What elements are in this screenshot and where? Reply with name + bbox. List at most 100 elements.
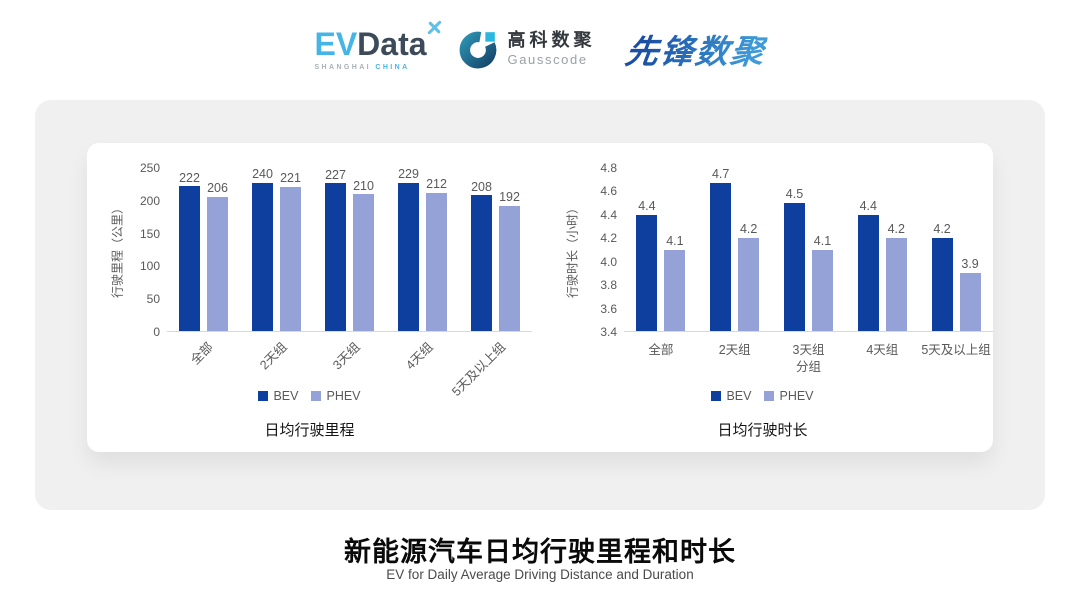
bar-column: 229 [398, 168, 419, 331]
bar-value-label: 4.2 [933, 222, 951, 237]
bar-phev [664, 249, 686, 331]
bar-phev [738, 237, 760, 331]
bar-bev [857, 214, 879, 331]
bar-column: 192 [499, 168, 520, 331]
y-axis-title-column: 行驶里程（公里） [105, 143, 129, 333]
x-tick-label: 2天组 [256, 339, 290, 373]
evdata-sub-shanghai: SHANGHAI [314, 63, 372, 71]
bar-phev [426, 192, 447, 331]
sparkle-icon [427, 20, 441, 34]
bar-value-label: 227 [325, 167, 346, 182]
evdata-logo: EV Data SHANGHAI CHINA [314, 20, 441, 71]
x-tick-label: 5天及以上组 [921, 343, 991, 357]
y-tick-label: 0 [153, 325, 160, 339]
bar-bev [398, 182, 419, 331]
x-axis-labels: 全部 2天组 3天组 4天组 5天及以上组 [167, 333, 532, 399]
bar-bev [710, 182, 732, 331]
x-tick-slot: 4天组 [845, 339, 919, 357]
bar-value-label: 212 [426, 177, 447, 192]
evdata-subtext: SHANGHAI CHINA [314, 64, 426, 71]
legend-item-phev: PHEV [764, 389, 814, 403]
bar-value-label: 229 [398, 167, 419, 181]
x-tick-slot: 2天组 [240, 333, 313, 387]
chart-panel: 行驶里程（公里） 0 50 100 150 200 250 222 206 240 221 227… [35, 100, 1045, 510]
bar-value-label: 4.4 [859, 199, 877, 214]
bar-column: 212 [426, 168, 447, 331]
bar-value-label: 4.1 [813, 234, 832, 248]
y-tick-label: 4.8 [600, 161, 617, 175]
bar-value-label: 4.5 [785, 187, 804, 202]
evdata-ev-text: EV [314, 25, 358, 62]
bar-bev [252, 182, 273, 331]
bar-value-label: 210 [353, 178, 374, 193]
y-tick-label: 250 [139, 161, 160, 175]
evdata-data-text: Data [357, 25, 427, 62]
bar-column: 227 [325, 168, 346, 331]
legend-item-bev: BEV [258, 389, 298, 403]
y-tick-label: 3.4 [600, 325, 617, 339]
gausscode-en-name: Gausscode [507, 51, 588, 67]
bar-value-label: 4.7 [711, 167, 730, 181]
bar-column: 4.2 [885, 168, 907, 331]
legend-swatch-icon [711, 391, 722, 401]
bar-column: 3.9 [959, 168, 981, 331]
bar-group: 229 212 [386, 168, 459, 331]
bar-column: 222 [179, 168, 200, 331]
legend: BEV PHEV [532, 389, 993, 403]
bar-value-label: 4.1 [666, 234, 684, 248]
bar-column: 4.7 [710, 167, 732, 331]
chart-card: 行驶里程（公里） 0 50 100 150 200 250 222 206 240 221 227… [87, 143, 993, 452]
x-tick-slot: 3天组 [313, 333, 386, 387]
x-tick-label: 全部 [648, 343, 674, 357]
main-title: 新能源汽车日均行驶里程和时长 [344, 537, 736, 567]
y-tick-label: 4.0 [600, 254, 617, 269]
y-tick-label: 100 [139, 259, 160, 274]
bar-phev [885, 237, 907, 331]
main-subtitle: EV for Daily Average Driving Distance an… [386, 567, 694, 582]
x-tick-label: 3天组 [792, 343, 825, 357]
bar-value-label: 4.4 [638, 199, 656, 214]
bar-group: 240 221 [240, 168, 313, 331]
bar-column: 221 [280, 168, 301, 331]
y-tick-label: 4.2 [600, 231, 617, 246]
x-tick-slot: 3天组 [772, 339, 846, 357]
bar-group: 227 210 [313, 168, 386, 331]
x-tick-slot: 2天组 [698, 339, 772, 357]
y-tick-label: 3.6 [600, 301, 617, 316]
legend-swatch-icon [258, 391, 269, 401]
evdata-sub-china: CHINA [375, 63, 410, 71]
bar-column: 4.4 [857, 168, 879, 331]
gausscode-cn-name: 高科数聚 [507, 30, 596, 51]
bar-column: 4.2 [931, 168, 953, 331]
bar-value-label: 208 [471, 179, 492, 194]
legend-label: BEV [273, 389, 299, 403]
y-tick-label: 3.8 [600, 278, 617, 293]
evdata-wordmark: EV Data [314, 20, 441, 62]
bar-phev [811, 249, 833, 331]
bar-column: 240 [252, 168, 273, 331]
x-tick-label: 全部 [188, 339, 217, 368]
bar-value-label: 222 [179, 170, 200, 185]
bar-group: 222 206 [167, 168, 240, 331]
y-axis-title: 行驶里程（公里） [110, 201, 125, 299]
x-tick-slot: 全部 [624, 339, 698, 357]
chart-daily-duration: 行驶时长（小时） 3.4 3.6 3.8 4.0 4.2 4.4 4.6 4.8 4.4 4.1… [532, 143, 993, 452]
bar-value-label: 3.9 [961, 257, 979, 272]
bar-group: 4.2 3.9 [919, 168, 993, 331]
bar-bev [471, 195, 492, 331]
bar-group: 4.4 4.2 [845, 168, 919, 331]
bar-column: 4.2 [738, 168, 760, 331]
bar-column: 208 [471, 168, 492, 331]
x-axis-labels: 全部 2天组 3天组 4天组 5天及以上组 [624, 333, 993, 357]
y-axis-title: 行驶时长（小时） [565, 201, 580, 299]
bar-value-label: 240 [252, 167, 273, 181]
bar-value-label: 206 [207, 181, 228, 196]
bar-phev [207, 196, 228, 331]
legend-label: BEV [726, 389, 752, 403]
gausscode-text: 高科数聚 Gausscode [507, 30, 596, 67]
header-logos: EV Data SHANGHAI CHINA 高 [0, 0, 1080, 98]
legend-item-phev: PHEV [311, 389, 361, 403]
x-tick-slot: 5天及以上组 [449, 333, 532, 399]
bar-column: 4.5 [783, 168, 805, 331]
bar-value-label: 4.2 [887, 222, 905, 237]
